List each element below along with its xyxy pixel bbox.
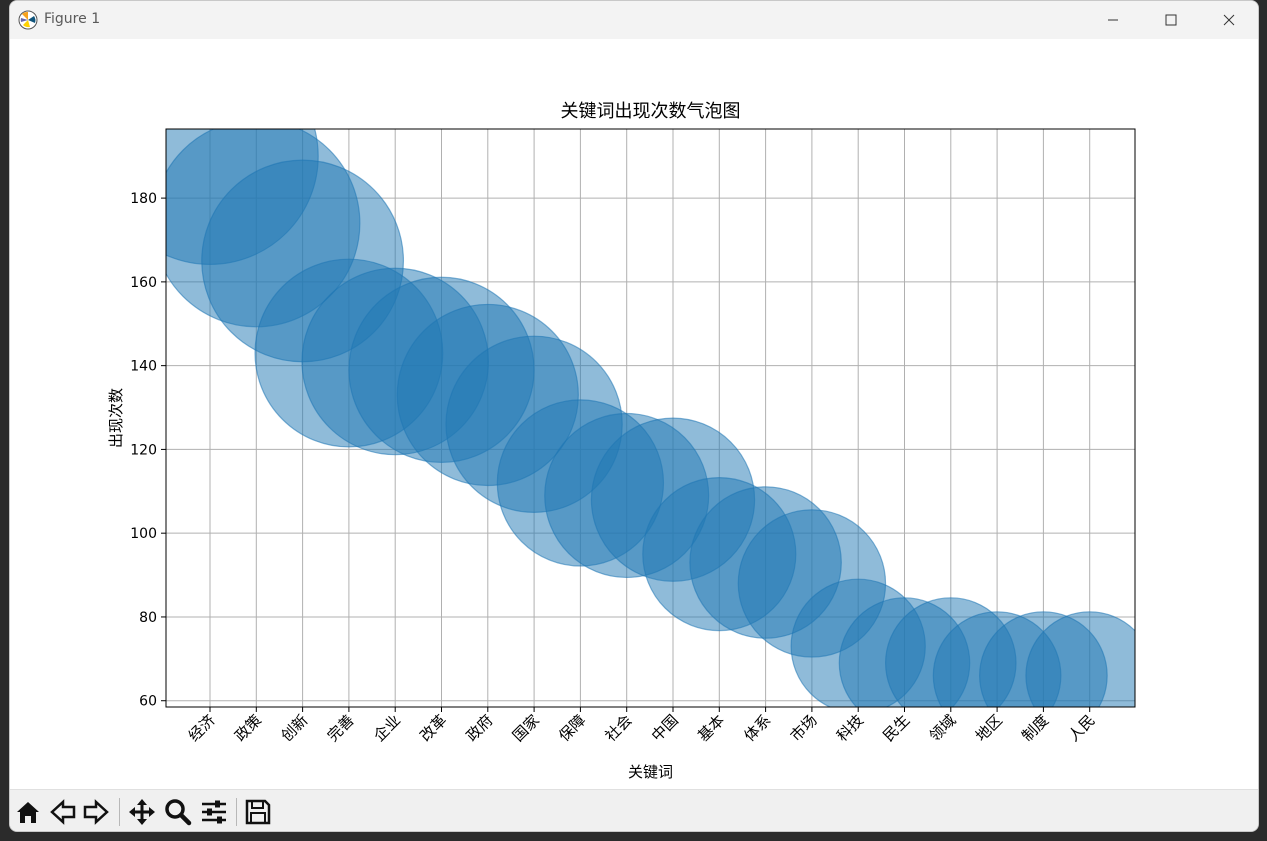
bubble-20 — [1025, 611, 1135, 707]
home-button[interactable] — [12, 796, 44, 828]
x-tick-label: 社会 — [602, 711, 636, 745]
plot-canvas[interactable]: 经济 政策 创新 完善 企业 改革 政府 国家 保障 社会 中国 基本 体系 市场 科技 民生 领域 地区 制度 人民… — [10, 39, 1258, 789]
y-tick-label: 80 — [139, 610, 157, 626]
configure-subplots-button[interactable] — [198, 796, 230, 828]
y-axis-label: 出现次数 — [107, 388, 125, 448]
save-button[interactable] — [242, 796, 274, 828]
y-tick-label: 60 — [139, 694, 157, 710]
toolbar-separator — [119, 798, 120, 826]
minimize-button[interactable] — [1084, 1, 1142, 39]
x-tick-label: 经济 — [185, 711, 219, 745]
axes-frame — [165, 128, 1136, 708]
magnifier-icon — [165, 799, 192, 826]
x-tick-label: 人民 — [1065, 711, 1099, 745]
home-icon — [17, 802, 39, 823]
x-tick-label: 制度 — [1018, 711, 1052, 745]
toolbar-separator — [236, 798, 237, 826]
y-tick-label: 100 — [130, 526, 157, 542]
x-tick-label: 改革 — [416, 711, 450, 745]
close-button[interactable] — [1200, 1, 1258, 39]
zoom-button[interactable] — [162, 796, 194, 828]
x-tick-label: 地区 — [972, 711, 1006, 745]
back-arrow-icon — [50, 799, 76, 825]
x-tick-label: 创新 — [277, 711, 311, 745]
title-bar[interactable]: Figure 1 — [10, 1, 1258, 39]
minimize-icon — [1108, 19, 1118, 21]
back-button[interactable] — [47, 796, 79, 828]
y-tick-label: 140 — [130, 359, 157, 375]
x-tick-label: 国家 — [509, 711, 543, 745]
x-axis-label: 关键词 — [628, 763, 673, 781]
chart-title: 关键词出现次数气泡图 — [561, 101, 741, 122]
forward-arrow-icon — [83, 799, 109, 825]
x-tick-label: 市场 — [787, 711, 821, 745]
bubble-chart: 经济 政策 创新 完善 企业 改革 政府 国家 保障 社会 中国 基本 体系 市场 科技 民生 领域 地区 制度 人民… — [107, 101, 1136, 781]
navigation-toolbar — [10, 789, 1258, 831]
x-tick-label: 民生 — [879, 711, 913, 745]
x-tick-label: 领域 — [926, 711, 960, 745]
x-tick-label: 政府 — [463, 711, 497, 745]
x-tick-label: 企业 — [370, 711, 404, 745]
maximize-button[interactable] — [1142, 1, 1200, 39]
window-title: Figure 1 — [44, 11, 101, 27]
x-tick-label: 体系 — [740, 711, 774, 745]
y-tick-label: 180 — [130, 191, 157, 207]
floppy-disk-icon — [245, 799, 271, 825]
y-tick-label: 120 — [130, 442, 157, 458]
bubbles-layer — [166, 129, 1135, 707]
close-icon — [1223, 14, 1235, 26]
y-tick-label: 160 — [130, 275, 157, 291]
x-tick-label: 政策 — [231, 711, 265, 745]
x-tick-label: 科技 — [833, 711, 867, 745]
matplotlib-icon — [18, 10, 38, 30]
sliders-icon — [202, 800, 226, 824]
x-tick-label: 中国 — [648, 711, 682, 745]
figure-window: Figure 1 经济 政策 创新 完善 企业 改革 政府 国家 保障 社会 中国 基本 体系 市场 科技民… — [9, 0, 1259, 832]
pan-button[interactable] — [126, 796, 158, 828]
x-tick-label: 完善 — [324, 711, 358, 745]
x-tick-label: 保障 — [555, 711, 589, 745]
forward-button[interactable] — [80, 796, 112, 828]
move-icon — [129, 799, 155, 825]
maximize-icon — [1165, 14, 1177, 26]
x-tick-label: 基本 — [694, 711, 728, 745]
